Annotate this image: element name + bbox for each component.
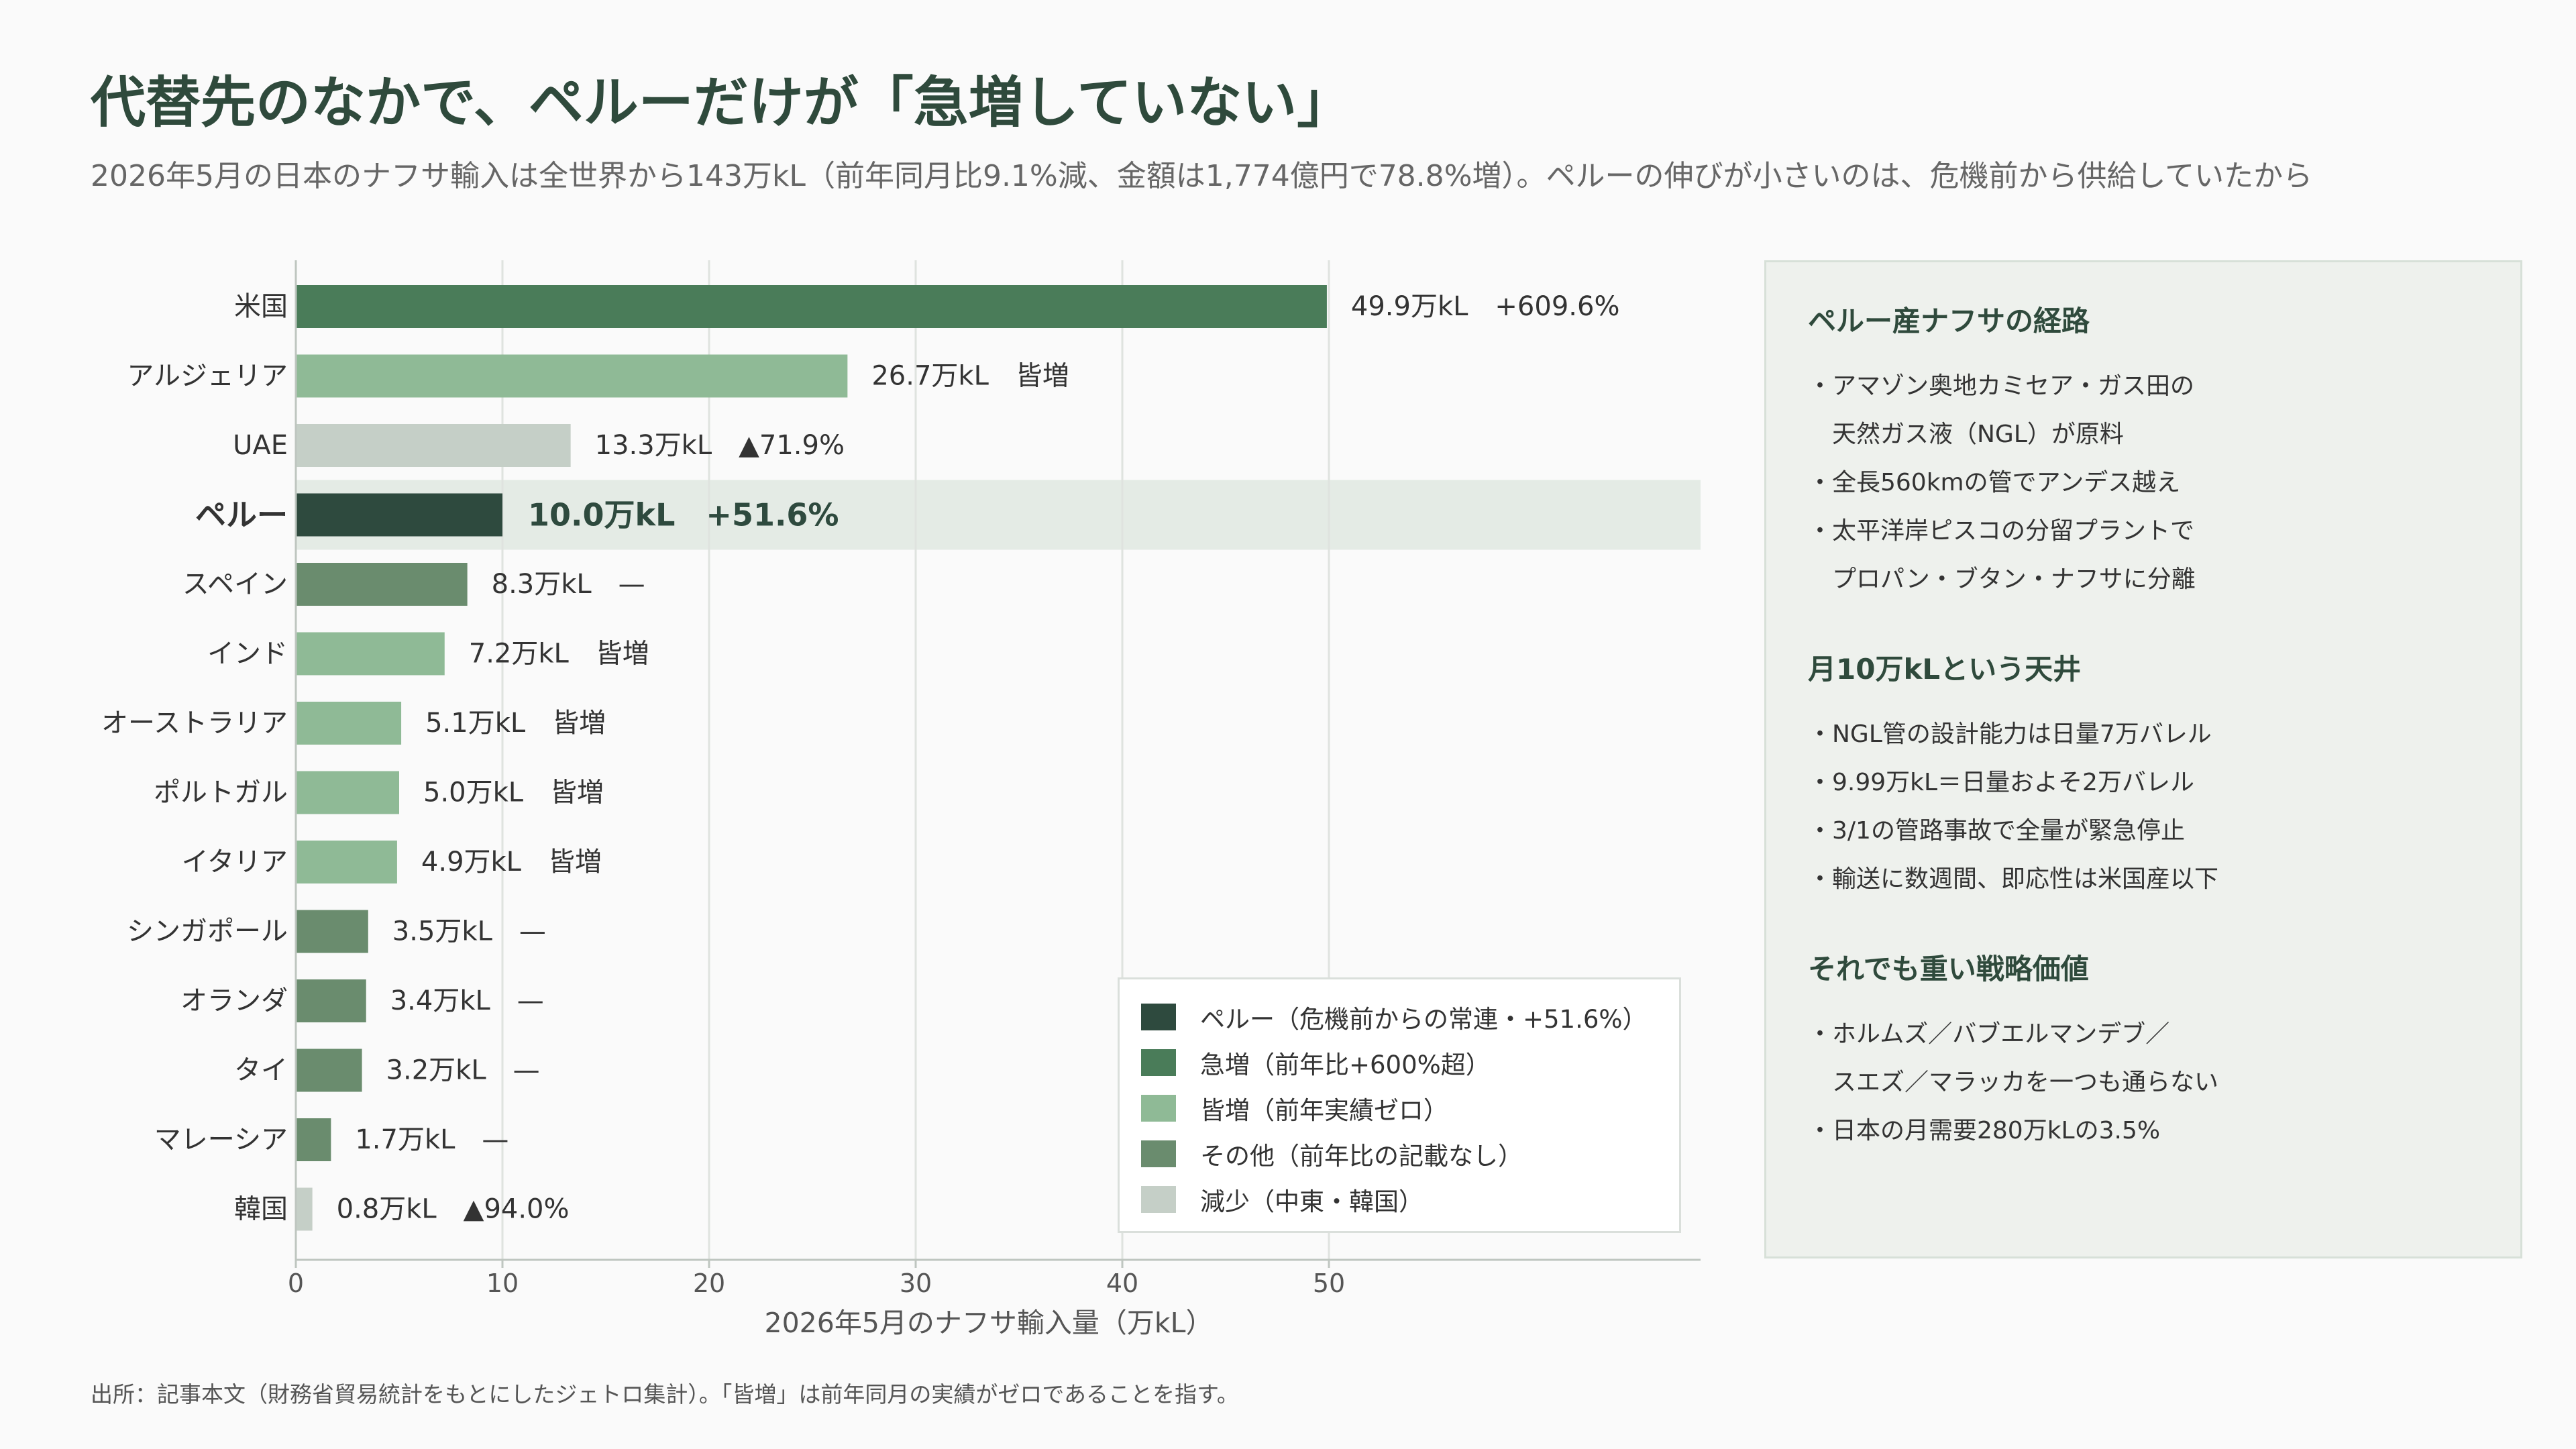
category-label: シンガポール [127, 916, 288, 947]
bar [296, 424, 571, 467]
x-tick-label: 30 [900, 1269, 932, 1298]
legend-swatch [1141, 1049, 1176, 1076]
x-axis: 0 10 20 30 40 50 [288, 260, 1701, 1298]
category-label: スペイン [182, 569, 288, 600]
category-label: オーストラリア [101, 708, 288, 739]
legend: ペルー（危機前からの常連・+51.6%） 急増（前年比+600%超） 皆増（前年実績… [1118, 977, 1681, 1233]
legend-swatch [1141, 1004, 1176, 1030]
bar [296, 354, 848, 398]
bars [296, 285, 1327, 1231]
category-label: 米国 [234, 291, 288, 322]
bar [296, 771, 399, 814]
legend-swatch [1141, 1140, 1176, 1167]
value-label: 3.5万kL — [392, 916, 546, 947]
bar-chart: 49.9万kL +609.6% 26.7万kL 皆増 13.3万kL ▲71.9% 1… [101, 260, 1701, 1339]
bar [296, 285, 1327, 328]
legend-label: 減少（中東・韓国） [1200, 1187, 1424, 1216]
category-label: ペルー [195, 497, 288, 533]
bar [296, 841, 397, 883]
value-label: 1.7万kL — [355, 1124, 508, 1155]
x-tick-label: 10 [486, 1269, 519, 1298]
bar [296, 1118, 331, 1161]
category-label: オランダ [180, 985, 288, 1016]
x-tick-label: 20 [693, 1269, 725, 1298]
panel-list-item: スエズ／マラッカを一つも通らない [1808, 1069, 2219, 1096]
legend-item: 急増（前年比+600%超） [1141, 1040, 1658, 1085]
value-label: 5.1万kL 皆増 [425, 708, 606, 739]
panel-list: ・アマゾン奥地カミセア・ガス田の 天然ガス液（NGL）が原料・全長560kmの管… [1808, 362, 2479, 604]
value-label: 5.0万kL 皆増 [423, 777, 604, 808]
category-label: イタリア [182, 847, 288, 877]
value-label: 4.9万kL 皆増 [421, 847, 602, 877]
panel-heading: それでも重い戦略価値 [1808, 953, 2089, 985]
legend-swatch [1141, 1095, 1176, 1122]
x-axis-label: 2026年5月のナフサ輸入量（万kL） [764, 1307, 1213, 1339]
category-label: インド [207, 639, 288, 669]
category-label: 韓国 [234, 1194, 288, 1225]
chart-subtitle: 2026年5月の日本のナフサ輸入は全世界から143万kL（前年同月比9.1%減、… [91, 159, 2313, 193]
panel-list-item: ・3/1の管路事故で全量が緊急停止 [1808, 817, 2185, 845]
x-tick-label: 0 [288, 1269, 304, 1298]
bar [296, 632, 445, 676]
bar [296, 493, 502, 537]
value-labels: 49.9万kL +609.6% 26.7万kL 皆増 13.3万kL ▲71.9% 1… [337, 291, 1620, 1225]
highlight-layer [296, 480, 1701, 550]
panel-list-item: ・日本の月需要280万kLの3.5% [1808, 1117, 2161, 1144]
x-tick-label: 40 [1106, 1269, 1138, 1298]
panel-list-item: ・アマゾン奥地カミセア・ガス田の [1808, 372, 2195, 400]
value-label: 10.0万kL +51.6% [528, 497, 839, 533]
panel-list-item: ・NGL管の設計能力は日量7万バレル [1808, 720, 2212, 748]
bar [296, 702, 402, 745]
category-label: ポルトガル [154, 777, 288, 808]
panel-heading: 月10万kLという天井 [1808, 653, 2082, 686]
value-label: 0.8万kL ▲94.0% [337, 1194, 570, 1225]
category-label: アルジェリア [127, 361, 288, 392]
chart-title: 代替先のなかで、ペルーだけが「急増していない」 [91, 71, 1352, 135]
value-label: 26.7万kL 皆増 [871, 361, 1069, 392]
legend-swatch [1141, 1186, 1176, 1213]
x-tick-label: 50 [1313, 1269, 1345, 1298]
value-label: 49.9万kL +609.6% [1351, 291, 1620, 322]
bar [296, 910, 368, 953]
bar [296, 979, 366, 1022]
panel-section: それでも重い戦略価値・ホルムズ／バブエルマンデブ／ スエズ／マラッカを一つも通ら… [1808, 947, 2479, 1155]
value-label: 3.2万kL — [386, 1055, 540, 1086]
panel-list-item: 天然ガス液（NGL）が原料 [1808, 421, 2124, 448]
legend-item: その他（前年比の記載なし） [1141, 1131, 1658, 1177]
panel-list-item: ・全長560kmの管でアンデス越え [1808, 469, 2181, 496]
bar [296, 1187, 313, 1231]
value-label: 13.3万kL ▲71.9% [595, 430, 845, 461]
panel-list-item: ・太平洋岸ピスコの分留プラントで [1808, 517, 2195, 545]
panel-section: 月10万kLという天井・NGL管の設計能力は日量7万バレル ・9.99万kL＝日量… [1808, 647, 2479, 904]
panel-list-item: ・9.99万kL＝日量およそ2万バレル [1808, 769, 2194, 796]
legend-item: ペルー（危機前からの常連・+51.6%） [1141, 994, 1658, 1040]
legend-item: 皆増（前年実績ゼロ） [1141, 1085, 1658, 1131]
panel-list-item: ・輸送に数週間、即応性は米国産以下 [1808, 865, 2219, 893]
panel-list: ・ホルムズ／バブエルマンデブ／ スエズ／マラッカを一つも通らない ・日本の月需要2… [1808, 1010, 2479, 1155]
bar [296, 563, 468, 606]
category-label: タイ [234, 1055, 288, 1086]
panel-list: ・NGL管の設計能力は日量7万バレル ・9.99万kL＝日量およそ2万バレル ・3/… [1808, 710, 2479, 904]
legend-item: 減少（中東・韓国） [1141, 1177, 1658, 1222]
category-label: UAE [233, 430, 288, 461]
value-label: 3.4万kL — [390, 985, 544, 1016]
category-label: マレーシア [154, 1124, 288, 1155]
bar [296, 1049, 362, 1092]
panel-section: ペルー産ナフサの経路・アマゾン奥地カミセア・ガス田の 天然ガス液（NGL）が原料… [1808, 299, 2479, 604]
legend-label: 急増（前年比+600%超） [1200, 1051, 1491, 1079]
panel-heading: ペルー産ナフサの経路 [1808, 305, 2090, 337]
highlight-band [296, 480, 1701, 550]
panel-list-item: ・ホルムズ／バブエルマンデブ／ [1808, 1020, 2170, 1048]
value-label: 7.2万kL 皆増 [469, 639, 649, 669]
panel-list-item: プロパン・ブタン・ナフサに分離 [1808, 566, 2196, 593]
legend-label: 皆増（前年実績ゼロ） [1200, 1096, 1448, 1125]
value-label: 8.3万kL — [492, 569, 645, 600]
legend-label: ペルー（危機前からの常連・+51.6%） [1200, 1005, 1648, 1034]
legend-label: その他（前年比の記載なし） [1200, 1142, 1523, 1171]
side-panel: ペルー産ナフサの経路・アマゾン奥地カミセア・ガス田の 天然ガス液（NGL）が原料… [1764, 260, 2522, 1258]
source-note: 出所：記事本文（財務省貿易統計をもとにしたジェトロ集計）。「皆増」は前年同月の実… [91, 1381, 1239, 1407]
